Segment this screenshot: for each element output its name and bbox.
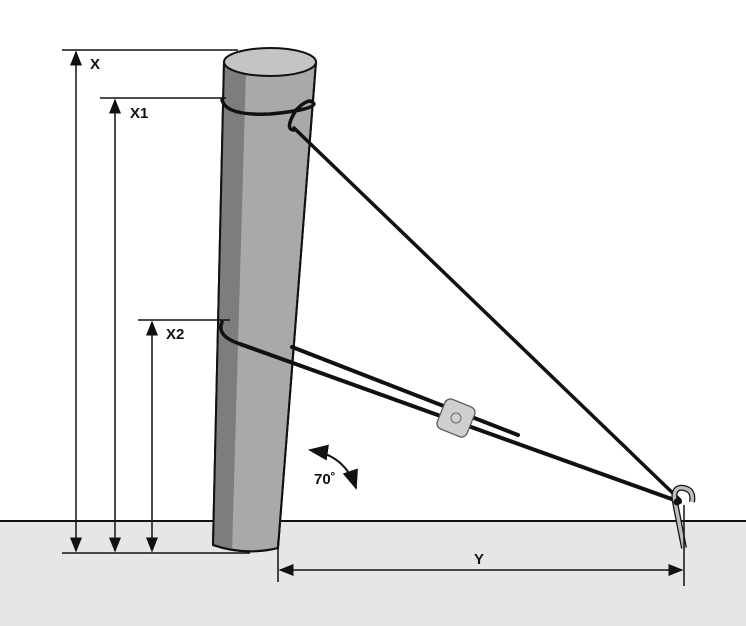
lower-wire-tail [290, 345, 520, 437]
ground-anchor [671, 484, 696, 549]
pole [211, 47, 318, 553]
ground [0, 521, 746, 626]
label-y: Y [474, 551, 484, 568]
label-x2: X2 [166, 326, 184, 343]
angle-arc-arrow [308, 444, 358, 490]
upper-guy-wire [292, 126, 682, 502]
dimension-lines [62, 49, 685, 586]
label-x: X [90, 56, 100, 73]
upper-wire-wrap [220, 98, 316, 132]
label-x1: X1 [130, 105, 148, 122]
lower-wire-wrap [219, 320, 242, 346]
label-angle: 70˚ [314, 471, 336, 488]
insulator [436, 398, 476, 438]
